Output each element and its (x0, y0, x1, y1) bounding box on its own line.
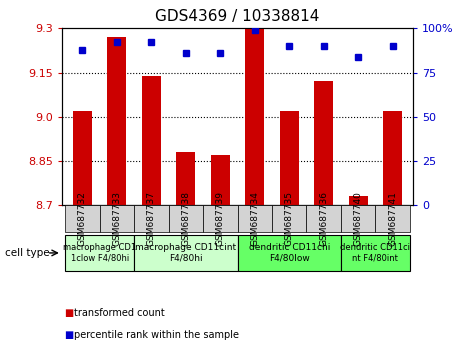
Bar (341, 235, 410, 271)
Bar (314, 81, 333, 205)
Text: GSM687740: GSM687740 (353, 191, 362, 246)
Bar (272, 205, 306, 232)
Text: GSM687738: GSM687738 (181, 191, 190, 246)
Bar (280, 111, 299, 205)
Text: cell type: cell type (5, 248, 49, 258)
Text: ■: ■ (64, 330, 73, 339)
Text: GSM687734: GSM687734 (250, 191, 259, 246)
Text: GSM687733: GSM687733 (113, 191, 122, 246)
Bar (134, 235, 238, 271)
Bar (383, 111, 402, 205)
Bar (211, 155, 230, 205)
Bar (349, 196, 368, 205)
Bar (65, 235, 134, 271)
Text: GSM687739: GSM687739 (216, 191, 225, 246)
Text: GSM687735: GSM687735 (285, 191, 294, 246)
Text: GDS4369 / 10338814: GDS4369 / 10338814 (155, 9, 320, 24)
Bar (142, 75, 161, 205)
Text: dendritic CD11ci
nt F4/80int: dendritic CD11ci nt F4/80int (341, 244, 410, 263)
Bar (341, 205, 375, 232)
Bar (176, 152, 195, 205)
Bar (65, 205, 100, 232)
Text: dendritic CD11chi
F4/80low: dendritic CD11chi F4/80low (248, 244, 330, 263)
Text: ■: ■ (64, 308, 73, 318)
Bar (238, 205, 272, 232)
Bar (375, 205, 410, 232)
Bar (306, 205, 341, 232)
Text: transformed count: transformed count (74, 308, 164, 318)
Text: GSM687737: GSM687737 (147, 191, 156, 246)
Bar (169, 205, 203, 232)
Bar (73, 111, 92, 205)
Text: GSM687741: GSM687741 (388, 191, 397, 246)
Bar (134, 205, 169, 232)
Text: GSM687736: GSM687736 (319, 191, 328, 246)
Bar (107, 37, 126, 205)
Text: macrophage CD11cint
F4/80hi: macrophage CD11cint F4/80hi (135, 244, 237, 263)
Bar (245, 28, 264, 205)
Text: GSM687732: GSM687732 (78, 191, 87, 246)
Bar (238, 235, 341, 271)
Text: macrophage CD1
1clow F4/80hi: macrophage CD1 1clow F4/80hi (63, 244, 136, 263)
Bar (100, 205, 134, 232)
Bar (203, 205, 238, 232)
Text: percentile rank within the sample: percentile rank within the sample (74, 330, 238, 339)
